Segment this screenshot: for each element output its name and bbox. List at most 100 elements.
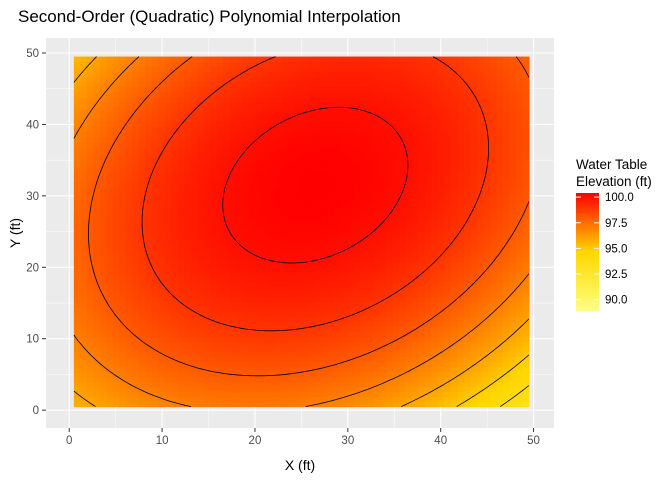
heatmap-cell — [431, 306, 439, 313]
heatmap-cell — [86, 341, 94, 348]
heatmap-cell — [496, 346, 504, 353]
heatmap-cell — [346, 376, 354, 383]
heatmap-cell — [320, 201, 328, 208]
heatmap-cell — [138, 136, 146, 143]
heatmap-cell — [203, 316, 211, 323]
heatmap-cell — [203, 231, 211, 238]
heatmap-cell — [320, 316, 328, 323]
heatmap-cell — [171, 76, 179, 83]
heatmap-cell — [255, 136, 263, 143]
heatmap-cell — [171, 341, 179, 348]
heatmap-cell — [164, 321, 172, 328]
heatmap-cell — [275, 286, 283, 293]
heatmap-cell — [366, 346, 374, 353]
heatmap-cell — [457, 171, 465, 178]
heatmap-cell — [450, 246, 459, 253]
heatmap-cell — [522, 266, 530, 273]
heatmap-cell — [138, 236, 146, 243]
heatmap-cell — [281, 386, 289, 393]
heatmap-cell — [431, 311, 439, 318]
heatmap-cell — [229, 96, 237, 103]
heatmap-cell — [405, 246, 413, 253]
heatmap-cell — [99, 301, 107, 308]
heatmap-cell — [496, 136, 504, 143]
heatmap-cell — [229, 201, 237, 208]
heatmap-cell — [132, 296, 140, 303]
heatmap-cell — [476, 141, 485, 148]
heatmap-cell — [496, 191, 504, 198]
heatmap-cell — [489, 321, 498, 328]
heatmap-cell — [424, 76, 433, 83]
heatmap-cell — [138, 56, 146, 63]
heatmap-cell — [502, 306, 511, 313]
heatmap-cell — [470, 151, 478, 158]
heatmap-cell — [359, 396, 367, 403]
heatmap-cell — [171, 146, 179, 153]
heatmap-cell — [249, 296, 257, 303]
heatmap-cell — [177, 231, 185, 238]
heatmap-cell — [327, 131, 335, 138]
heatmap-cell — [119, 336, 127, 343]
heatmap-cell — [359, 301, 367, 308]
heatmap-cell — [268, 206, 276, 213]
heatmap-cell — [301, 401, 309, 408]
heatmap-cell — [385, 306, 393, 313]
heatmap-cell — [112, 106, 120, 113]
heatmap-cell — [177, 91, 185, 98]
heatmap-cell — [359, 251, 367, 258]
heatmap-cell — [216, 346, 224, 353]
heatmap-cell — [463, 96, 472, 103]
heatmap-cell — [340, 236, 348, 243]
heatmap-cell — [424, 291, 433, 298]
heatmap-cell — [275, 151, 283, 158]
heatmap-cell — [99, 101, 107, 108]
heatmap-cell — [190, 341, 198, 348]
heatmap-cell — [112, 226, 120, 233]
heatmap-cell — [190, 121, 198, 128]
heatmap-cell — [171, 301, 179, 308]
heatmap-cell — [262, 211, 270, 218]
heatmap-cell — [509, 391, 517, 398]
heatmap-cell — [281, 301, 289, 308]
heatmap-cell — [346, 306, 354, 313]
heatmap-cell — [119, 401, 127, 408]
heatmap-cell — [242, 141, 250, 148]
heatmap-cell — [496, 256, 504, 263]
heatmap-cell — [106, 101, 114, 108]
heatmap-cell — [184, 256, 192, 263]
heatmap-cell — [450, 316, 459, 323]
heatmap-cell — [119, 291, 127, 298]
heatmap-cell — [268, 266, 276, 273]
heatmap-cell — [281, 176, 289, 183]
heatmap-cell — [359, 276, 367, 283]
heatmap-cell — [405, 81, 413, 88]
heatmap-cell — [301, 356, 309, 363]
heatmap-cell — [359, 246, 367, 253]
heatmap-cell — [444, 186, 452, 193]
heatmap-cell — [112, 91, 120, 98]
heatmap-cell — [80, 96, 88, 103]
heatmap-cell — [281, 366, 289, 373]
heatmap-cell — [112, 156, 120, 163]
heatmap-cell — [268, 171, 276, 178]
heatmap-cell — [522, 276, 530, 283]
heatmap-cell — [327, 101, 335, 108]
heatmap-cell — [385, 346, 393, 353]
heatmap-cell — [255, 121, 263, 128]
heatmap-cell — [379, 241, 387, 248]
heatmap-cell — [457, 76, 465, 83]
heatmap-cell — [470, 86, 478, 93]
heatmap-cell — [145, 236, 153, 243]
heatmap-cell — [340, 196, 348, 203]
heatmap-cell — [307, 141, 315, 148]
heatmap-cell — [86, 76, 94, 83]
heatmap-cell — [366, 361, 374, 368]
heatmap-cell — [431, 141, 439, 148]
heatmap-cell — [405, 216, 413, 223]
heatmap-cell — [73, 196, 81, 203]
heatmap-cell — [151, 301, 159, 308]
heatmap-cell — [158, 191, 166, 198]
heatmap-cell — [489, 366, 498, 373]
heatmap-cell — [489, 216, 498, 223]
heatmap-cell — [190, 216, 198, 223]
